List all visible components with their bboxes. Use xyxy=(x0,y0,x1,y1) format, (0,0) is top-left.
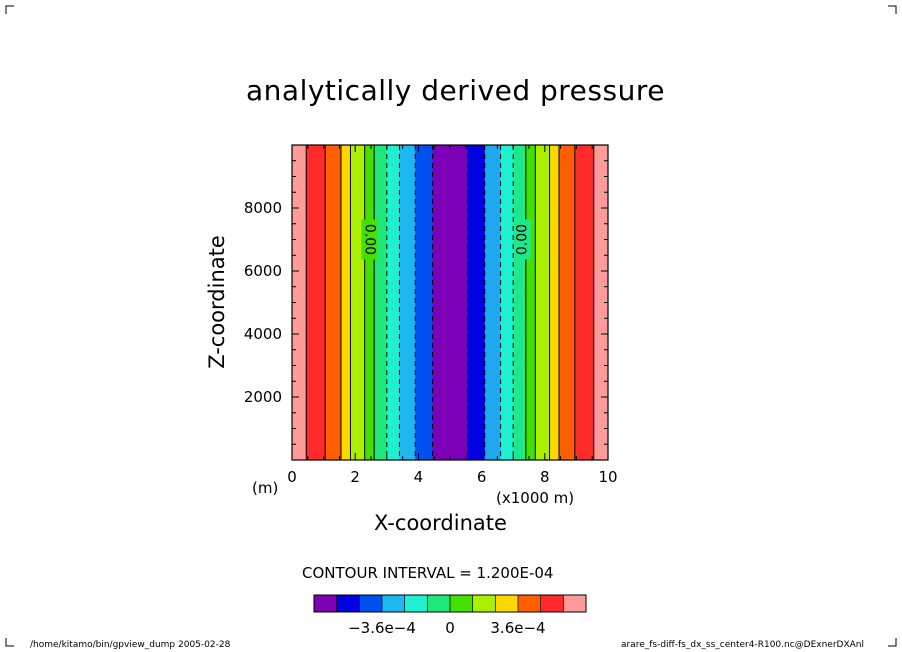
colorbar-cell-9 xyxy=(518,595,542,612)
band-16 xyxy=(535,145,551,460)
x-tick-label-2: 4 xyxy=(414,468,424,486)
band-12 xyxy=(484,145,502,460)
y-tick-label-1: 4000 xyxy=(244,325,282,343)
corner-mark-3 xyxy=(888,638,897,647)
contour-lines xyxy=(305,145,595,460)
y-axis-label: Z-coordinate xyxy=(205,235,229,369)
contour-label-bg-1 xyxy=(514,219,531,260)
colorbar-cell-4 xyxy=(404,595,428,612)
x-tick-label-1: 2 xyxy=(350,468,360,486)
colorbar-cell-2 xyxy=(359,595,383,612)
colorbar-cell-7 xyxy=(472,595,496,612)
footer-right-text: arare_fs-diff-fs_dx_ss_center4-R100.nc@D… xyxy=(620,640,864,650)
colorbar-label-0: −3.6e−4 xyxy=(348,619,416,637)
band-6 xyxy=(374,145,388,460)
colorbar-frame xyxy=(313,594,587,613)
band-15 xyxy=(525,145,536,460)
corner-mark-0 xyxy=(5,5,14,14)
x-tick-label-0: 0 xyxy=(287,468,297,486)
band-2 xyxy=(325,145,342,460)
colorbar-cell-10 xyxy=(540,595,564,612)
contour-labels: 0.00 0.00 xyxy=(361,219,531,260)
x-tick-label-3: 6 xyxy=(477,468,487,486)
colorbar-label-1: 0 xyxy=(445,619,455,637)
x-axis-label: X-coordinate xyxy=(374,511,507,535)
band-18 xyxy=(559,145,576,460)
y-tick-label-0: 2000 xyxy=(244,388,282,406)
colorbar-cell-6 xyxy=(450,595,474,612)
band-11 xyxy=(467,145,486,460)
corner-mark-1 xyxy=(888,5,897,14)
colorbar-cell-11 xyxy=(563,595,587,612)
y-tick-label-2: 6000 xyxy=(244,262,282,280)
colorbar-cell-0 xyxy=(314,595,338,612)
chart-title: analytically derived pressure xyxy=(246,74,665,107)
y-tick-label-3: 8000 xyxy=(244,199,282,217)
band-7 xyxy=(386,145,400,460)
footer-left-text: /home/kitamo/bin/gpview_dump 2005-02-28 xyxy=(30,640,231,650)
band-17 xyxy=(549,145,560,460)
corner-mark-2 xyxy=(5,638,14,647)
contour-label-0: 0.00 xyxy=(361,224,377,255)
colorbar-cell-5 xyxy=(427,595,451,612)
band-10 xyxy=(432,145,468,460)
band-19 xyxy=(574,145,595,460)
band-5 xyxy=(364,145,375,460)
corner-marks xyxy=(5,5,897,647)
colorbar-cell-1 xyxy=(336,595,360,612)
colorbar-label-2: 3.6e−4 xyxy=(490,619,545,637)
axis-ticks: 0 2 4 6 8 10 2000 4000 6000 8000 xyxy=(244,145,618,486)
contour-label-1: 0.00 xyxy=(515,224,531,255)
band-13 xyxy=(500,145,514,460)
band-4 xyxy=(350,145,366,460)
x-unit-note: (x1000 m) xyxy=(496,489,575,507)
band-1 xyxy=(306,145,326,460)
y-unit-note: (m) xyxy=(252,479,279,497)
band-9 xyxy=(415,145,434,460)
colorbar-cell-3 xyxy=(382,595,406,612)
x-tick-label-4: 8 xyxy=(540,468,550,486)
colorbar-cell-8 xyxy=(495,595,519,612)
color-bands xyxy=(292,145,609,460)
x-tick-label-5: 10 xyxy=(598,468,617,486)
band-3 xyxy=(340,145,351,460)
band-14 xyxy=(513,145,527,460)
contour-label-bg-0 xyxy=(361,219,378,260)
colorbar: −3.6e−4 0 3.6e−4 xyxy=(313,594,587,637)
contour-interval-text: CONTOUR INTERVAL = 1.200E-04 xyxy=(302,564,554,582)
band-8 xyxy=(399,145,416,460)
